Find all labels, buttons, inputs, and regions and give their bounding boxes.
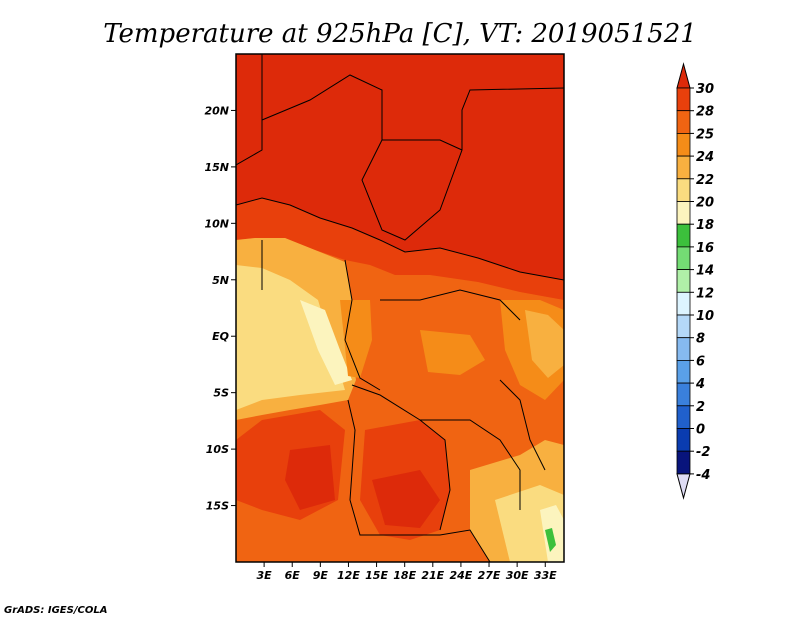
colorbar-max-triangle [676, 62, 691, 89]
field-28-north [236, 198, 564, 300]
colorbar-segment [676, 337, 691, 361]
y-tick-label: 15N [204, 161, 229, 174]
field-24-congo [420, 330, 485, 375]
field-22-east [525, 310, 564, 378]
colorbar-segment [676, 223, 691, 248]
y-tick-label: 10S [206, 443, 229, 456]
colorbar-segment [676, 87, 691, 112]
x-tick-label: 9E [313, 569, 329, 582]
y-axis: 20N 15N 10N 5N EQ 5S 10S 15S [204, 104, 236, 513]
x-tick-label: 12E [337, 569, 360, 582]
y-tick-label: EQ [212, 330, 229, 343]
colorbar-label: 18 [696, 218, 714, 233]
colorbar-segment [676, 428, 691, 452]
colorbar-segment [676, 201, 691, 225]
x-tick-label: 24E [450, 569, 473, 582]
colorbar-label: 20 [696, 196, 714, 211]
y-tick-label: 10N [204, 217, 229, 230]
x-axis: 3E 6E 9E 12E 15E 18E 21E 24E 27E 30E 33E [257, 562, 557, 582]
x-tick-label: 18E [393, 569, 416, 582]
y-tick-label: 15S [206, 500, 229, 513]
field-30 [236, 54, 564, 280]
field-30-angola [372, 470, 440, 528]
colorbar-segment [676, 246, 691, 270]
colorbar-label: 6 [696, 354, 705, 369]
colorbar-label: 24 [696, 150, 714, 165]
colorbar-segment [676, 382, 691, 407]
x-tick-label: 33E [534, 569, 557, 582]
colorbar-label: 16 [696, 241, 714, 256]
map-frame [235, 53, 565, 563]
colorbar-segment [676, 132, 691, 157]
x-tick-label: 6E [285, 569, 301, 582]
field-20-coast [236, 265, 345, 410]
colorbar-min-triangle [676, 473, 691, 500]
colorbar-segment [676, 405, 691, 429]
colorbar-label: 22 [696, 173, 714, 188]
colorbar-segment [676, 178, 691, 202]
colorbar-segment [676, 359, 691, 384]
y-tick-label: 20N [204, 104, 229, 117]
x-tick-label: 27E [478, 569, 501, 582]
colorbar-label: 10 [696, 309, 714, 324]
temperature-field [236, 54, 564, 562]
colorbar-label: 8 [696, 332, 705, 347]
x-tick-label: 30E [506, 569, 529, 582]
colorbar-label: 0 [696, 423, 705, 438]
colorbar-label: 2 [696, 400, 705, 415]
colorbar-segment [676, 450, 691, 475]
colorbar-label: 25 [696, 127, 714, 142]
field-30-atlantic [285, 445, 335, 510]
country-borders [236, 54, 564, 562]
field-18-gabon [300, 300, 352, 385]
chart-title: Temperature at 925hPa [C], VT: 201905152… [103, 19, 697, 49]
colorbar-label: 30 [696, 82, 714, 97]
colorbar-segment [676, 269, 691, 293]
y-tick-label: 5S [213, 387, 229, 400]
colorbar-label: -2 [696, 445, 710, 460]
credit-label: GrADS: IGES/COLA [4, 605, 107, 616]
x-tick-label: 15E [365, 569, 388, 582]
colorbar-label: 28 [696, 105, 714, 120]
colorbar-label: 4 [695, 377, 705, 392]
colorbar-segment [676, 314, 691, 339]
colorbar-label: 14 [696, 264, 714, 279]
colorbar-segment [676, 110, 691, 134]
x-tick-label: 21E [421, 569, 444, 582]
y-tick-label: 5N [212, 274, 229, 287]
field-16-patch [545, 528, 556, 552]
colorbar-segment [676, 155, 691, 180]
field-24-gabon [340, 300, 372, 378]
colorbar-label: 12 [696, 286, 714, 301]
colorbar-label: -4 [696, 468, 710, 483]
x-tick-label: 3E [257, 569, 273, 582]
colorbar-segment [676, 291, 691, 316]
